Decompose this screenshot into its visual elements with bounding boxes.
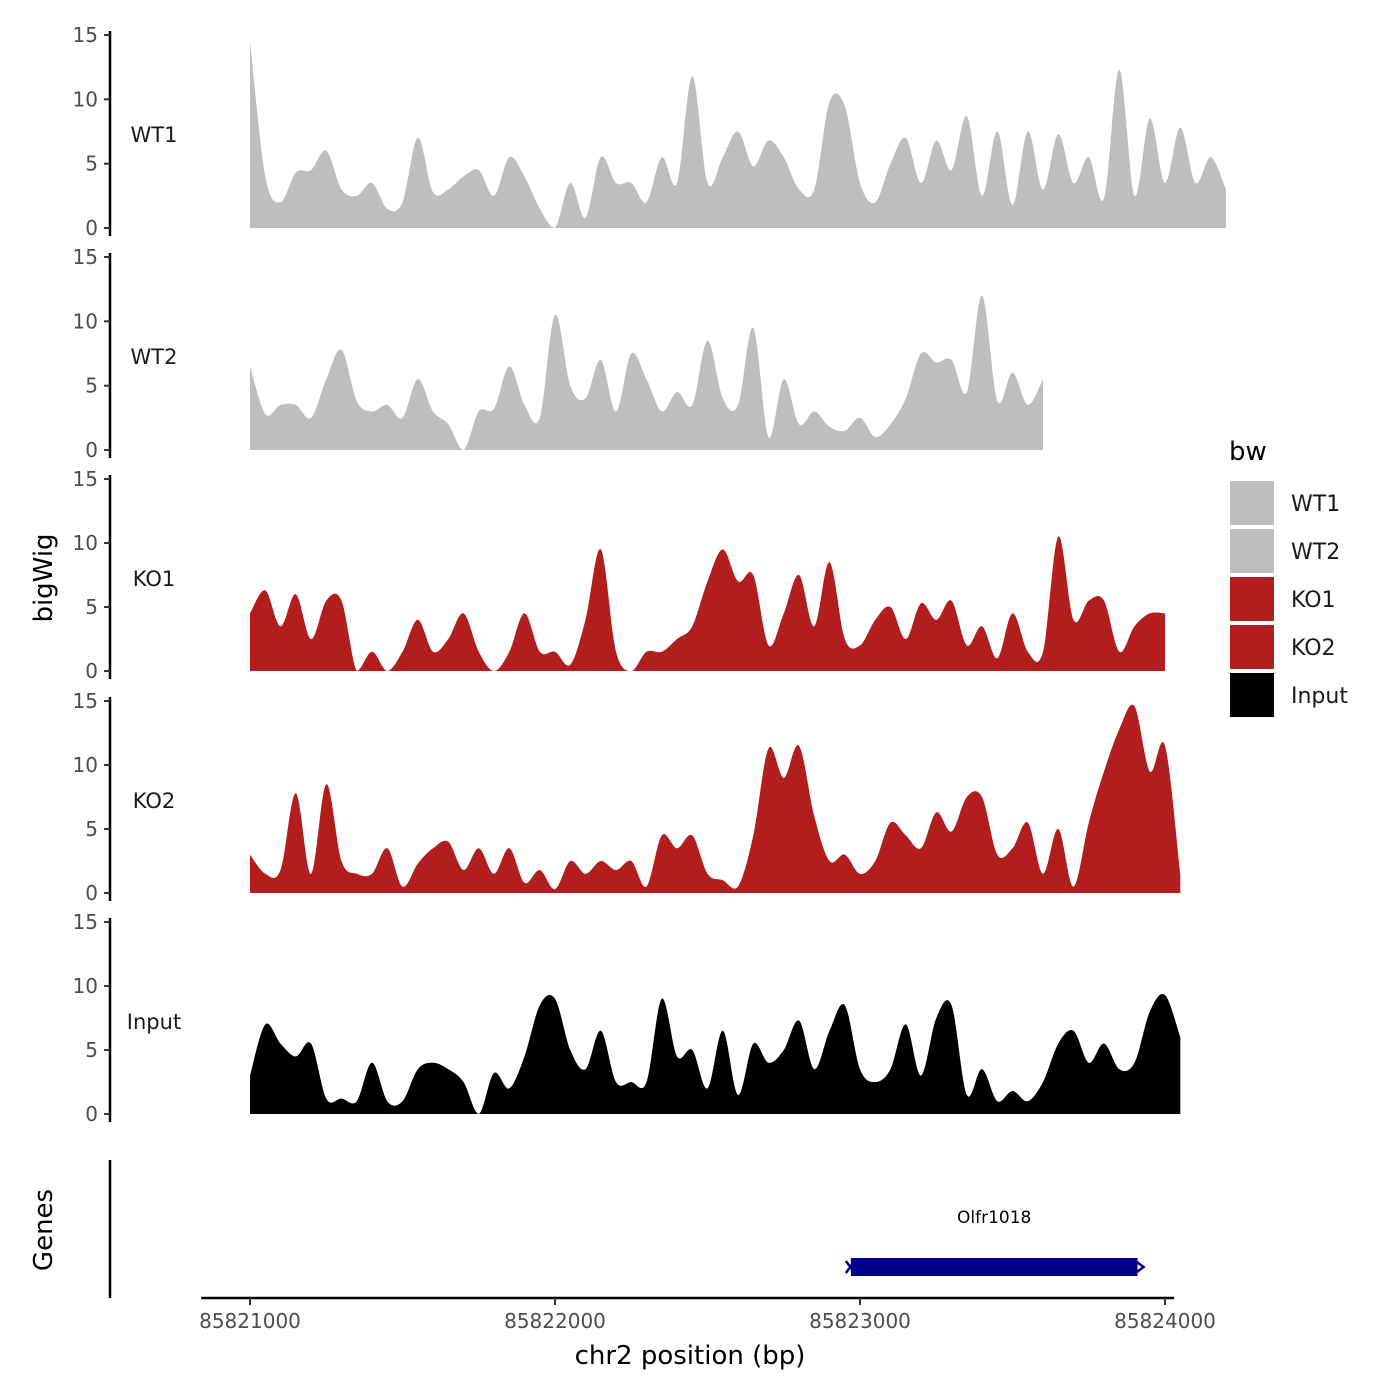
y-tick-label: 5 — [85, 1038, 98, 1062]
coverage-area-input — [250, 993, 1181, 1114]
track-wt2: 0 5 10 15 WT2 — [73, 245, 1043, 462]
x-tick-label: 85822000 — [504, 1309, 606, 1333]
y-tick-label: 15 — [73, 467, 98, 491]
legend-swatch — [1228, 623, 1276, 671]
y-tick-label: 15 — [73, 245, 98, 269]
x-tick-label: 85821000 — [199, 1309, 301, 1333]
y-tick-label: 5 — [85, 374, 98, 398]
legend-entry-wt2: WT2 — [1228, 527, 1340, 575]
legend-label: KO1 — [1291, 588, 1336, 613]
y-tick-label: 10 — [73, 309, 98, 333]
track-ko2: 0 5 10 15 KO2 — [73, 689, 1181, 905]
coverage-area-ko1 — [250, 536, 1165, 671]
legend-label: WT2 — [1291, 540, 1340, 565]
x-tick-label: 85823000 — [809, 1309, 911, 1333]
y-tick-label: 0 — [85, 438, 98, 462]
y-tick-label: 15 — [73, 23, 98, 47]
y-axis-title: bigWig — [29, 533, 59, 622]
y-tick-label: 0 — [85, 881, 98, 905]
y-tick-label: 15 — [73, 689, 98, 713]
y-tick-label: 10 — [73, 531, 98, 555]
y-tick-label: 5 — [85, 595, 98, 619]
x-axis-title: chr2 position (bp) — [575, 1341, 806, 1371]
legend-entry-input: Input — [1228, 671, 1348, 719]
legend-title: bw — [1229, 437, 1267, 467]
legend-swatch — [1228, 527, 1276, 575]
y-tick-label: 0 — [85, 659, 98, 683]
track-label-ko2: KO2 — [133, 789, 176, 813]
track-label-ko1: KO1 — [133, 567, 176, 591]
gene-body — [850, 1258, 1138, 1276]
genes-axis-title: Genes — [29, 1189, 59, 1271]
legend-label: KO2 — [1291, 636, 1336, 661]
y-tick-label: 10 — [73, 974, 98, 998]
gene-olfr1018: Olfr1018 — [844, 1208, 1146, 1276]
track-ko1: 0 5 10 15 KO1 — [73, 467, 1165, 683]
x-axis: 85821000 85822000 85823000 85824000 — [199, 1296, 1216, 1333]
y-tick-label: 10 — [73, 753, 98, 777]
y-tick-label: 0 — [85, 216, 98, 240]
track-label-input: Input — [127, 1010, 181, 1034]
tracks-layer: 0 5 10 15 WT1 0 5 10 15 WT2 0 5 10 15 KO1 0 5 10 15 KO2 0 5 10… — [73, 23, 1226, 1126]
legend-entry-ko1: KO1 — [1228, 575, 1336, 623]
track-input: 0 5 10 15 Input — [73, 910, 1181, 1126]
legend: bw WT1 WT2 KO1 KO2 Input — [1228, 437, 1348, 719]
gene-end-marker — [1134, 1260, 1146, 1274]
track-wt1: 0 5 10 15 WT1 — [73, 23, 1226, 240]
y-tick-label: 15 — [73, 910, 98, 934]
y-tick-label: 5 — [85, 152, 98, 176]
legend-entry-wt1: WT1 — [1228, 479, 1340, 527]
legend-swatch — [1228, 575, 1276, 623]
gene-start-marker — [844, 1260, 856, 1274]
x-tick-label: 85824000 — [1114, 1309, 1216, 1333]
legend-swatch — [1228, 671, 1276, 719]
genes-track: Olfr1018 — [108, 1160, 1146, 1298]
y-tick-label: 5 — [85, 817, 98, 841]
y-tick-label: 10 — [73, 87, 98, 111]
gene-label: Olfr1018 — [957, 1208, 1031, 1228]
track-label-wt1: WT1 — [131, 123, 178, 147]
coverage-area-wt2 — [250, 295, 1043, 450]
coverage-area-ko2 — [250, 704, 1181, 893]
legend-label: Input — [1291, 684, 1348, 709]
y-tick-label: 0 — [85, 1102, 98, 1126]
legend-entry-ko2: KO2 — [1228, 623, 1336, 671]
legend-swatch — [1228, 479, 1276, 527]
track-label-wt2: WT2 — [131, 345, 178, 369]
legend-label: WT1 — [1291, 492, 1340, 517]
coverage-area-wt1 — [250, 41, 1226, 229]
